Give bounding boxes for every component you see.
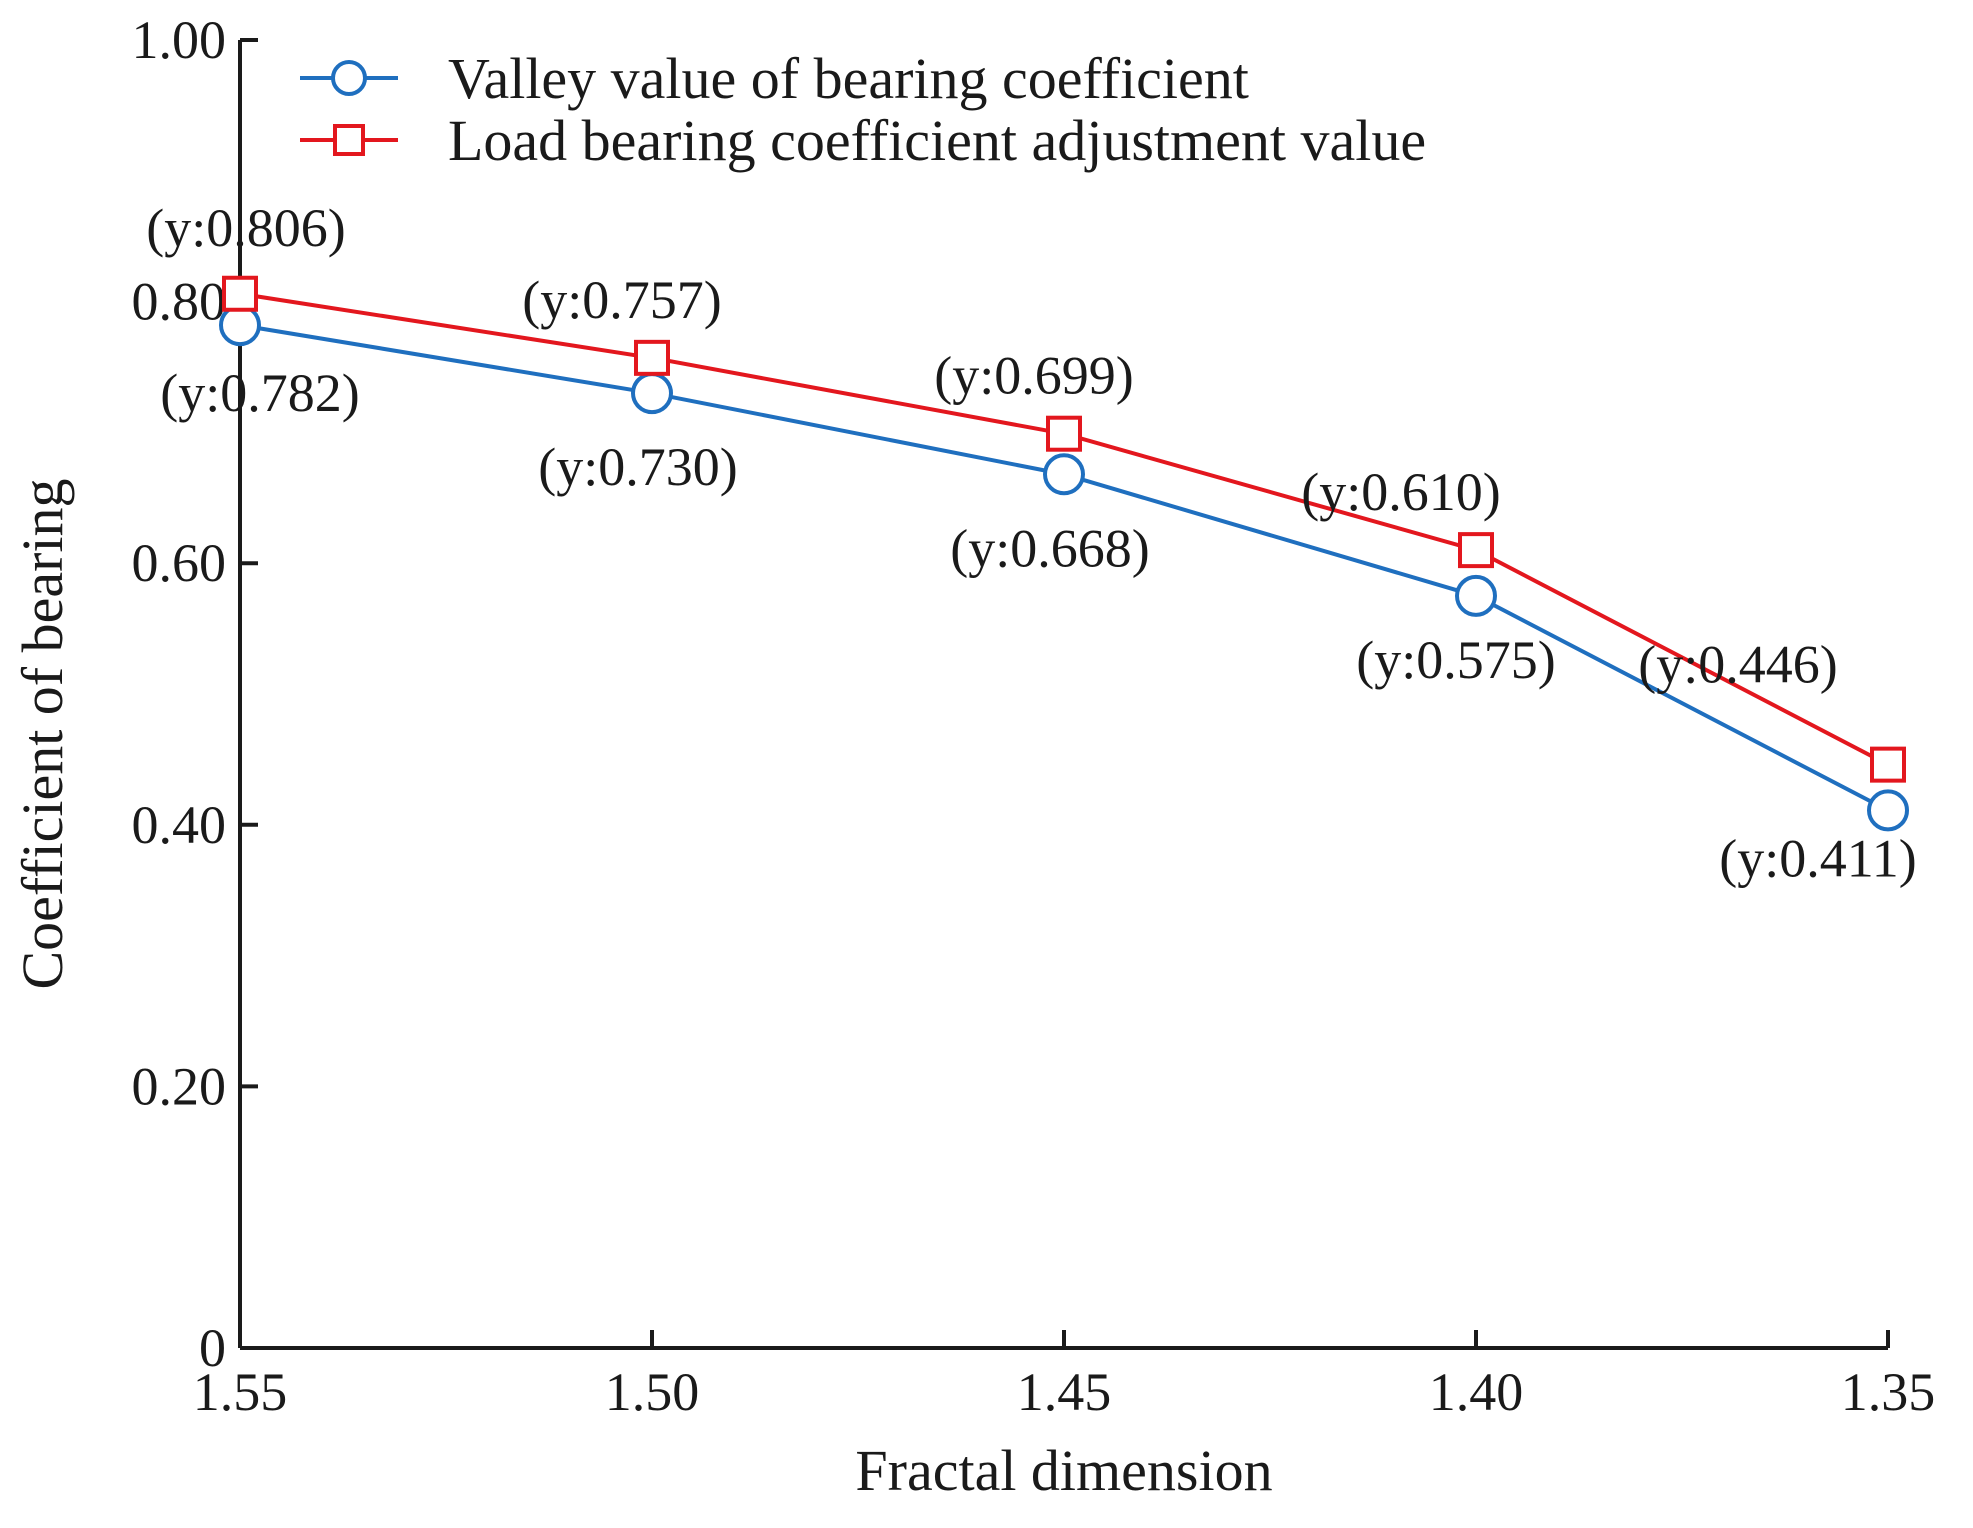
data-label: (y:0.575) [1356,630,1555,690]
data-label: (y:0.699) [934,346,1133,406]
data-point-square [1870,746,1906,783]
data-point-circle [1043,453,1085,496]
x-tick-label: 1.40 [1429,1362,1524,1422]
y-axis-title: Coefficient of bearing [10,478,75,989]
data-point-circle [219,304,261,347]
data-label: (y:0.411) [1719,828,1916,888]
legend-marker-circle [331,60,367,96]
data-label: (y:0.446) [1638,635,1837,695]
y-tick-label: 0 [199,1318,226,1378]
data-label: (y:0.730) [538,437,737,497]
data-point-circle [631,372,673,415]
data-point-circle [1867,789,1909,832]
data-label: (y:0.668) [950,518,1149,578]
y-tick-label: 0.20 [132,1056,227,1116]
data-label: (y:0.782) [160,363,359,423]
data-label: (y:0.806) [146,198,345,258]
data-label: (y:0.610) [1301,462,1500,522]
data-label: (y:0.757) [522,270,721,330]
y-tick-label: 0.60 [132,533,227,593]
data-point-square [634,339,670,376]
series-adjustment [222,275,1906,783]
data-point-square [1046,415,1082,452]
y-axis-ticks: 0 0.20 0.40 0.60 0.80 1.00 [132,10,258,1378]
legend-marker-square [333,124,365,156]
data-labels: (y:0.782) (y:0.730) (y:0.668) (y:0.575) (y:0… [146,198,1916,889]
y-tick-label: 0.80 [132,272,227,332]
x-axis-title: Fractal dimension [855,1438,1272,1503]
legend-label: Load bearing coefficient adjustment valu… [448,108,1426,173]
x-tick-label: 1.55 [193,1362,288,1422]
data-point-circle [1455,574,1497,617]
legend: Valley value of bearing coefficientLoad … [300,46,1426,173]
x-tick-label: 1.35 [1841,1362,1936,1422]
legend-label: Valley value of bearing coefficient [448,46,1249,111]
data-point-square [222,275,258,312]
x-tick-label: 1.45 [1017,1362,1112,1422]
y-tick-label: 1.00 [132,10,227,70]
data-point-square [1458,532,1494,569]
x-tick-label: 1.50 [605,1362,700,1422]
series-valley [219,304,1909,832]
y-tick-label: 0.40 [132,795,227,855]
series-layer [219,275,1909,832]
x-axis-ticks: 1.55 1.50 1.45 1.40 1.35 [193,1330,1936,1422]
